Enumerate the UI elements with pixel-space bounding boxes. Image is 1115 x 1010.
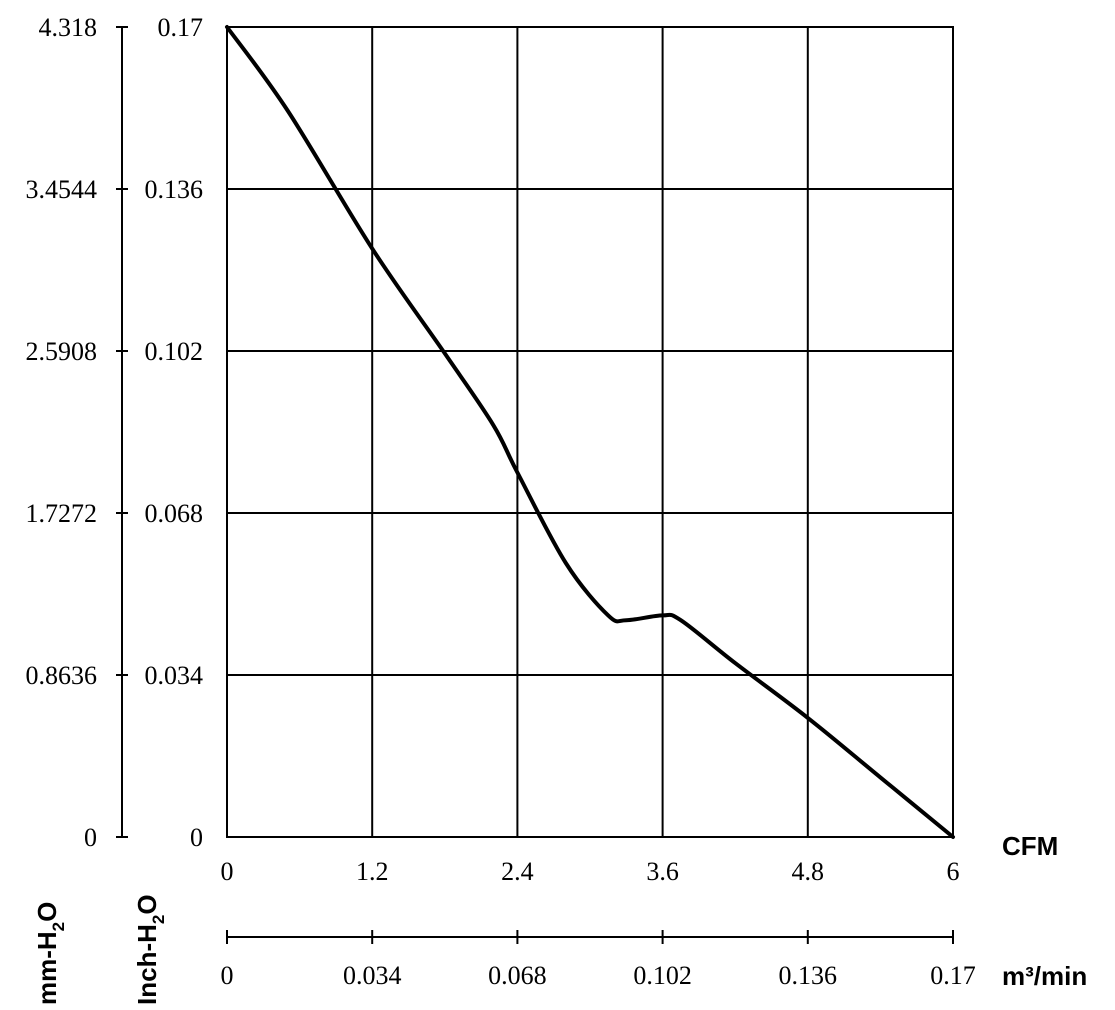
y-unit-label-mm-text: mm-H <box>32 931 62 1005</box>
x-tick-label-cfm: 1.2 <box>356 857 389 886</box>
x-tick-label-cfm: 6 <box>947 857 960 886</box>
axes <box>116 26 954 944</box>
y-tick-label-inch: 0.034 <box>145 661 204 690</box>
y-tick-label-mm: 1.7272 <box>26 499 98 528</box>
y-tick-label-inch: 0 <box>190 823 203 852</box>
y-tick-label-mm: 0.8636 <box>26 661 98 690</box>
y-unit-label-mm-suffix: O <box>32 902 62 922</box>
x-tick-label-m3: 0.136 <box>779 961 838 990</box>
y-unit-label-mm-sub: 2 <box>49 922 68 931</box>
x-tick-label-m3: 0.034 <box>343 961 402 990</box>
y-tick-label-inch: 0.102 <box>145 337 204 366</box>
y-unit-label-inch-suffix: O <box>132 894 162 914</box>
tick-labels: 0 0.8636 1.7272 2.5908 3.4544 4.318 0 0.034 0.06… <box>26 13 976 990</box>
plot-frame <box>226 26 954 838</box>
y-tick-label-mm: 0 <box>84 823 97 852</box>
x-tick-label-cfm: 4.8 <box>792 857 825 886</box>
x-tick-label-cfm: 2.4 <box>501 857 534 886</box>
y-tick-label-mm: 3.4544 <box>26 175 98 204</box>
y-tick-label-inch: 0.068 <box>145 499 204 528</box>
x-tick-label-m3: 0 <box>221 961 234 990</box>
y-tick-label-mm: 2.5908 <box>26 337 98 366</box>
grid <box>226 26 954 838</box>
x-tick-label-m3: 0.102 <box>633 961 692 990</box>
y-unit-label-mm: mm-H2O <box>32 902 68 1005</box>
x-tick-label-m3: 0.17 <box>930 961 976 990</box>
y-tick-label-mm: 4.318 <box>39 13 98 42</box>
x-tick-label-cfm: 0 <box>221 857 234 886</box>
pq-curve-line <box>225 25 955 839</box>
x-tick-label-cfm: 3.6 <box>646 857 679 886</box>
y-unit-label-inch: Inch-H2O <box>132 894 168 1005</box>
x-tick-label-m3: 0.068 <box>488 961 547 990</box>
x-unit-label-cfm: CFM <box>1002 831 1058 861</box>
y-tick-label-inch: 0.17 <box>158 13 204 42</box>
y-tick-label-inch: 0.136 <box>145 175 204 204</box>
y-unit-label-inch-sub: 2 <box>149 915 168 924</box>
x-unit-label-m3: m³/min <box>1002 961 1087 991</box>
y-unit-label-inch-text: Inch-H <box>132 924 162 1005</box>
